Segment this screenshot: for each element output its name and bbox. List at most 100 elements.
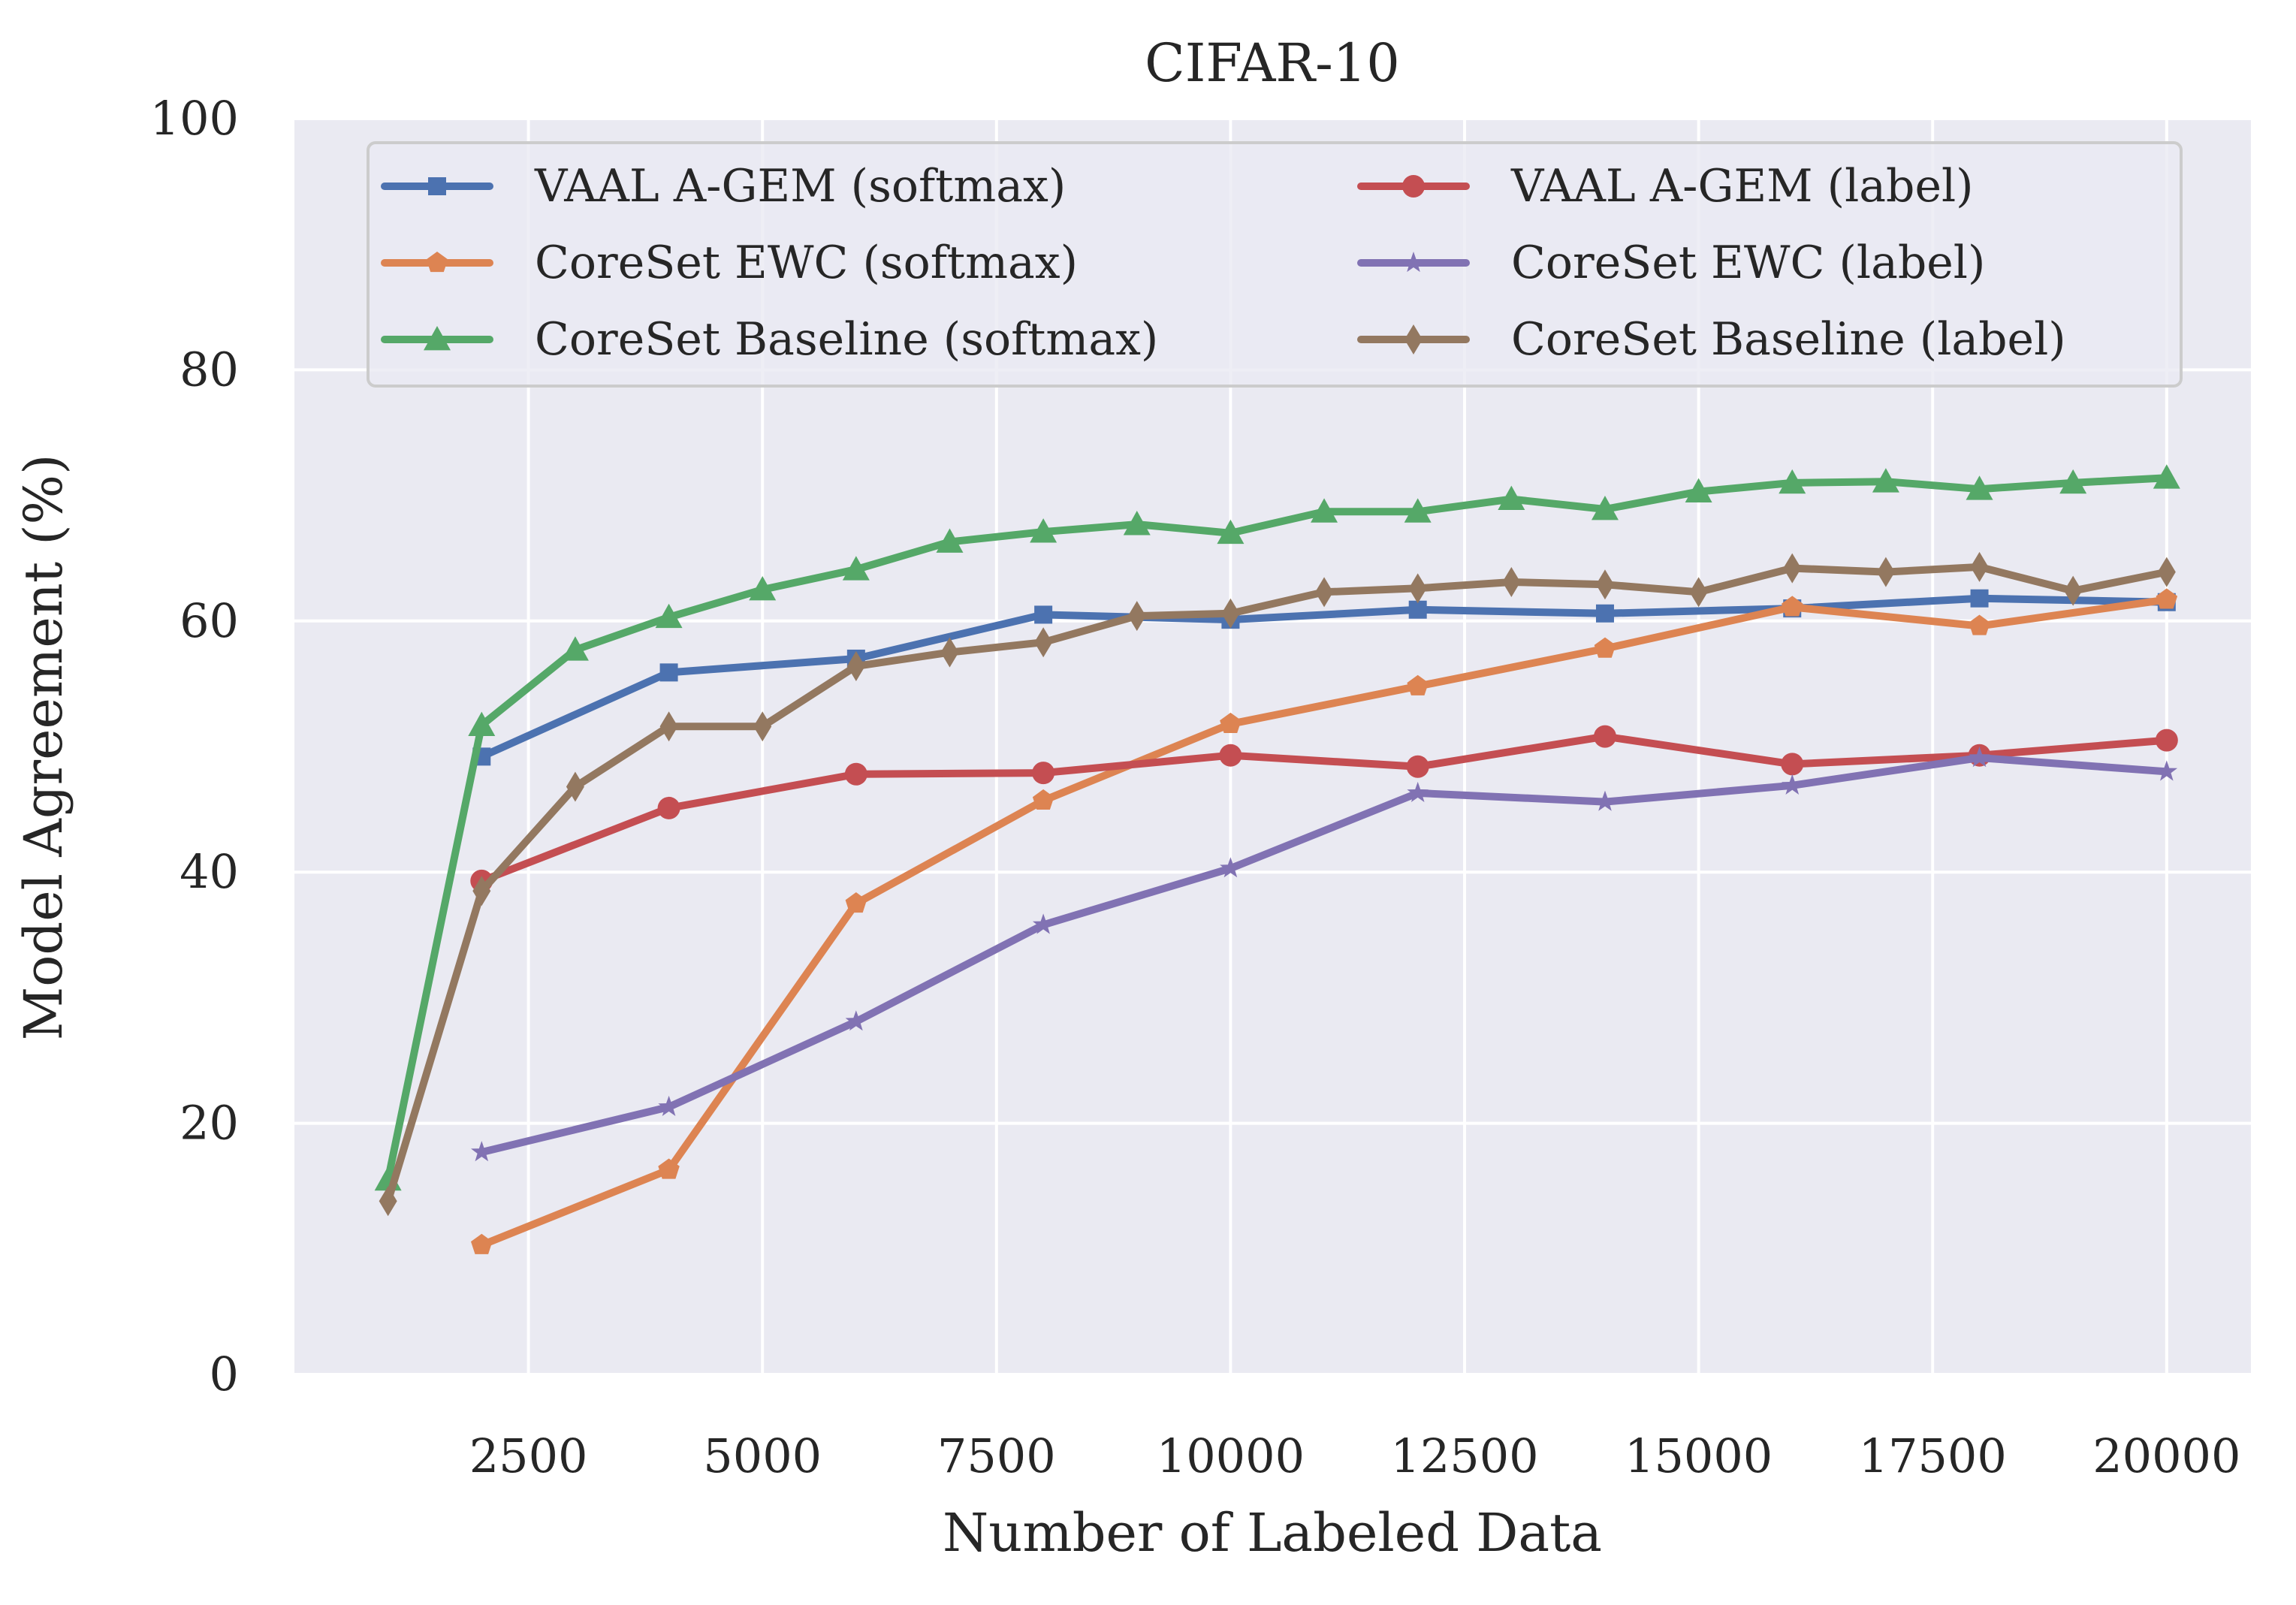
data-point-coreset-baseline-label	[1408, 573, 1427, 604]
data-point-vaal-a-gem-label	[1406, 755, 1429, 778]
series-coreset-baseline-label	[379, 551, 2176, 1217]
x-axis-label: Number of Labeled Data	[943, 1502, 1602, 1564]
x-tick-label: 15000	[1625, 1429, 1773, 1483]
legend: VAAL A-GEM (softmax) CoreSet EWC (softmax…	[367, 141, 2183, 388]
data-point-coreset-baseline-softmax	[1966, 475, 1993, 500]
data-point-vaal-a-gem-softmax	[1970, 589, 1989, 608]
data-point-coreset-ewc-softmax	[1407, 674, 1429, 695]
data-point-coreset-baseline-label	[1502, 566, 1521, 597]
y-tick-label: 0	[210, 1347, 239, 1401]
x-tick-label: 12500	[1390, 1429, 1538, 1483]
legend-label-coreset-baseline-softmax: CoreSet Baseline (softmax)	[535, 313, 1158, 366]
legend-label-vaal-a-gem-label: VAAL A-GEM (label)	[1510, 160, 1974, 213]
data-point-coreset-ewc-label	[1220, 857, 1242, 878]
series-line-coreset-ewc-softmax	[478, 596, 2171, 1249]
data-point-vaal-a-gem-label	[1593, 725, 1616, 748]
data-point-coreset-baseline-label	[846, 650, 865, 681]
data-point-coreset-baseline-softmax	[1030, 518, 1057, 543]
data-point-vaal-a-gem-label	[657, 796, 680, 819]
x-tick-label: 10000	[1157, 1429, 1305, 1483]
series-coreset-baseline-softmax	[374, 464, 2180, 1191]
data-point-coreset-baseline-softmax	[842, 556, 870, 581]
data-point-coreset-baseline-softmax	[1872, 468, 1899, 493]
data-point-coreset-ewc-softmax	[2156, 588, 2178, 609]
legend-label-coreset-ewc-label: CoreSet EWC (label)	[1511, 237, 1985, 289]
data-point-coreset-baseline-label	[379, 1186, 397, 1217]
data-point-coreset-baseline-label	[1970, 551, 1989, 582]
data-point-coreset-baseline-softmax	[1217, 519, 1245, 545]
data-point-vaal-a-gem-softmax	[1034, 605, 1053, 624]
series-vaal-a-gem-label	[470, 725, 2178, 892]
series-line-coreset-ewc-label	[478, 754, 2171, 1157]
x-tick-label: 20000	[2092, 1429, 2240, 1483]
data-point-vaal-a-gem-softmax	[1595, 604, 1614, 623]
data-point-coreset-ewc-softmax	[1032, 789, 1054, 810]
x-tick-label: 2500	[469, 1429, 588, 1483]
data-point-coreset-baseline-softmax	[1779, 469, 1806, 494]
data-point-vaal-a-gem-softmax	[1408, 600, 1427, 619]
data-point-coreset-baseline-softmax	[1311, 498, 1338, 523]
data-point-coreset-ewc-softmax	[471, 1233, 493, 1254]
legend-box	[367, 141, 2183, 388]
data-point-coreset-baseline-label	[2157, 557, 2176, 587]
data-point-coreset-baseline-label	[1595, 569, 1614, 600]
data-point-vaal-a-gem-label	[1219, 744, 1242, 767]
data-point-vaal-a-gem-label	[1781, 753, 1804, 776]
data-point-coreset-baseline-softmax	[936, 528, 964, 553]
data-point-coreset-baseline-label	[1221, 598, 1240, 629]
x-tick-label: 5000	[703, 1429, 822, 1483]
data-point-coreset-ewc-softmax	[1782, 596, 1803, 617]
data-point-coreset-baseline-softmax	[468, 711, 496, 736]
data-point-vaal-a-gem-label	[844, 762, 867, 786]
legend-marker-coreset-ewc-label	[1402, 252, 1425, 273]
data-point-coreset-ewc-softmax	[845, 892, 867, 913]
data-point-coreset-ewc-label	[1407, 781, 1429, 802]
x-tick-label: 7500	[937, 1429, 1056, 1483]
series-line-vaal-a-gem-label	[478, 732, 2171, 885]
data-point-coreset-ewc-label	[658, 1095, 680, 1116]
data-point-vaal-a-gem-softmax	[659, 663, 678, 682]
data-point-coreset-ewc-softmax	[1220, 712, 1242, 733]
chart-title: CIFAR-10	[1145, 32, 1400, 94]
series-line-coreset-baseline-label	[384, 563, 2171, 1205]
data-point-coreset-baseline-label	[1689, 577, 1708, 608]
data-point-coreset-ewc-softmax	[658, 1158, 680, 1179]
data-point-coreset-ewc-softmax	[1969, 614, 1990, 635]
legend-label-coreset-ewc-softmax: CoreSet EWC (softmax)	[535, 237, 1078, 289]
data-point-coreset-ewc-softmax	[1594, 637, 1616, 658]
data-point-coreset-baseline-softmax	[2059, 469, 2087, 494]
data-point-coreset-baseline-label	[1783, 553, 1802, 584]
data-point-coreset-baseline-label	[566, 771, 584, 802]
data-point-coreset-baseline-softmax	[1404, 498, 1432, 523]
legend-marker-vaal-a-gem-softmax	[428, 177, 446, 195]
y-tick-label: 40	[180, 844, 239, 899]
data-point-coreset-baseline-softmax	[1685, 478, 1712, 502]
series-coreset-ewc-label	[471, 747, 2178, 1162]
y-tick-label: 60	[180, 593, 239, 648]
y-tick-label: 100	[150, 91, 239, 146]
legend-marker-coreset-ewc-softmax	[426, 252, 448, 273]
data-point-coreset-ewc-label	[471, 1141, 493, 1162]
legend-marker-coreset-baseline-label	[1404, 324, 1423, 354]
series-line-coreset-baseline-softmax	[384, 474, 2171, 1184]
series-line-vaal-a-gem-softmax	[478, 594, 2171, 761]
data-point-coreset-ewc-label	[1782, 774, 1803, 795]
y-tick-label: 80	[180, 342, 239, 397]
data-point-coreset-baseline-softmax	[749, 576, 777, 601]
data-point-coreset-baseline-softmax	[1123, 511, 1151, 536]
data-point-coreset-baseline-label	[1034, 627, 1053, 658]
data-point-coreset-ewc-label	[1969, 747, 1990, 768]
legend-label-coreset-baseline-label: CoreSet Baseline (label)	[1511, 313, 2066, 366]
data-point-coreset-baseline-softmax	[1591, 495, 1619, 520]
data-point-coreset-baseline-label	[753, 711, 772, 742]
data-point-coreset-baseline-label	[940, 637, 959, 668]
data-point-coreset-ewc-label	[1032, 913, 1054, 934]
data-point-coreset-baseline-label	[1127, 601, 1146, 632]
data-point-coreset-baseline-label	[472, 876, 491, 907]
data-point-coreset-baseline-label	[2064, 575, 2083, 606]
data-point-coreset-ewc-label	[845, 1010, 867, 1031]
data-point-coreset-baseline-label	[1315, 577, 1334, 608]
series-coreset-ewc-softmax	[471, 588, 2178, 1254]
